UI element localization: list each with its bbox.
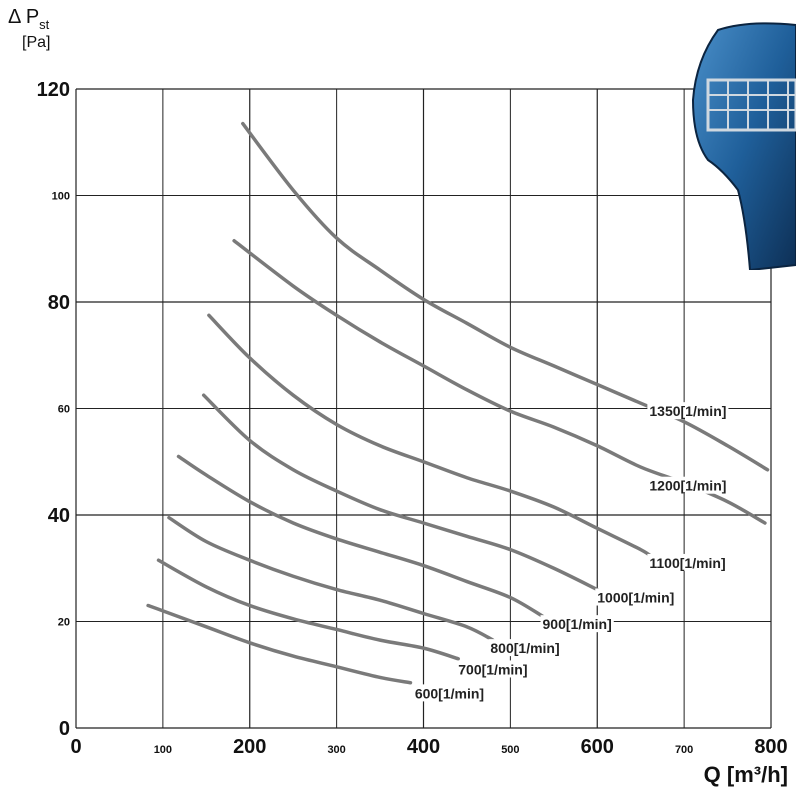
y-tick-label: 0 bbox=[59, 718, 70, 740]
series-label-background bbox=[647, 402, 729, 420]
series-lines bbox=[146, 121, 770, 685]
x-tick-label: 600 bbox=[581, 736, 614, 758]
x-axis-label: Q [m³/h] bbox=[703, 762, 788, 787]
x-tick-label: 0 bbox=[70, 736, 81, 758]
x-tick-label: 100 bbox=[154, 744, 172, 756]
series-line-7 bbox=[146, 603, 413, 685]
y-tick-label: 60 bbox=[58, 404, 70, 416]
fan-product-image bbox=[688, 20, 796, 270]
series-line-2 bbox=[207, 313, 655, 560]
y-tick-label: 100 bbox=[52, 191, 70, 203]
series-label: 1200[1/min] bbox=[649, 478, 726, 494]
series-label: 800[1/min] bbox=[490, 640, 559, 656]
series-label: 1350[1/min] bbox=[649, 403, 726, 419]
tick-labels: 0 100 200 300 400 500 600 700 800 0 20 40 60 80 100 120 bbox=[37, 79, 788, 758]
series-label-background bbox=[488, 639, 562, 657]
x-tick-label: 400 bbox=[407, 736, 440, 758]
y-tick-label: 40 bbox=[48, 505, 70, 527]
series-label: 900[1/min] bbox=[543, 616, 612, 632]
series-label: 700[1/min] bbox=[458, 661, 527, 677]
x-tick-label: 800 bbox=[754, 736, 787, 758]
x-tick-label: 500 bbox=[501, 744, 519, 756]
series-line-0 bbox=[241, 121, 770, 472]
y-tick-label: 120 bbox=[37, 79, 70, 101]
series-label: 1000[1/min] bbox=[597, 590, 674, 606]
series-label-background bbox=[647, 553, 728, 571]
y-tick-label: 20 bbox=[58, 617, 70, 629]
y-axis-label-subscript: st bbox=[39, 17, 50, 32]
series-label-background bbox=[540, 615, 614, 633]
y-tick-label: 80 bbox=[48, 292, 70, 314]
x-tick-label: 200 bbox=[233, 736, 266, 758]
y-axis-label-symbol: Δ P bbox=[8, 6, 40, 28]
x-tick-label: 300 bbox=[327, 744, 345, 756]
series-label: 1100[1/min] bbox=[649, 555, 725, 571]
y-axis-unit: [Pa] bbox=[22, 34, 51, 51]
series-line-5 bbox=[167, 515, 495, 642]
x-tick-label: 700 bbox=[675, 744, 693, 756]
series-line-4 bbox=[176, 454, 545, 618]
series-labels: 1350[1/min] 1200[1/min] 1100[1/min] 1000[1/… bbox=[412, 402, 729, 702]
series-line-6 bbox=[156, 558, 460, 661]
y-axis-label: Δ Pst bbox=[8, 6, 50, 32]
series-label-background bbox=[595, 588, 677, 606]
series-label-background bbox=[647, 476, 729, 494]
series-label-background bbox=[412, 684, 487, 702]
series-label: 600[1/min] bbox=[415, 685, 484, 701]
series-label-background bbox=[456, 660, 530, 678]
series-line-3 bbox=[201, 393, 599, 592]
